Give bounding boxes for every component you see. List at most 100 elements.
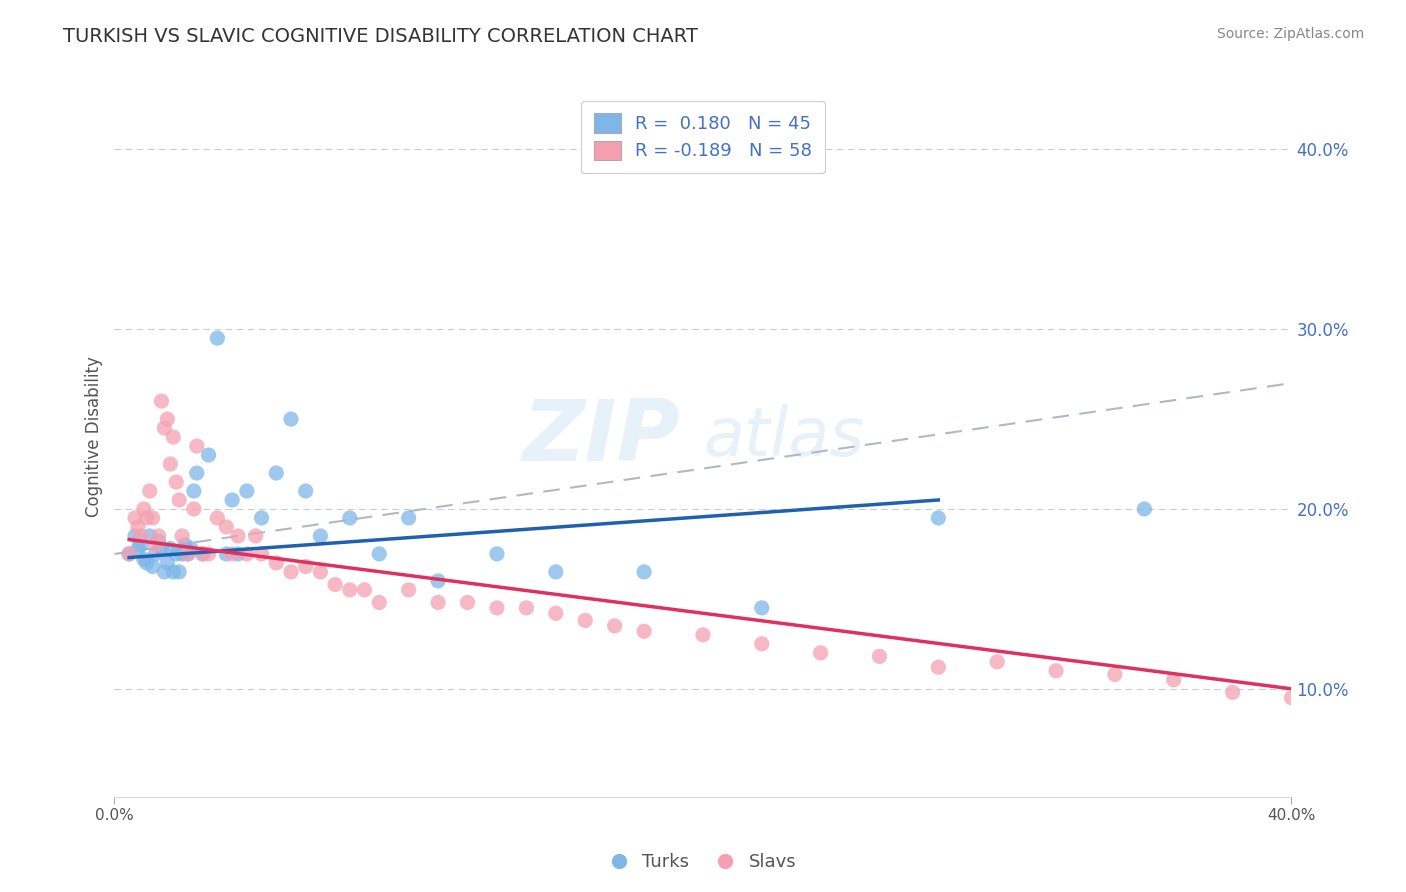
Point: [368, 547, 391, 561]
Point: [427, 595, 450, 609]
Point: [633, 565, 655, 579]
Point: [215, 547, 238, 561]
Point: [142, 511, 165, 525]
Point: [174, 538, 197, 552]
Point: [129, 538, 152, 552]
Point: [183, 483, 205, 498]
Point: [153, 565, 176, 579]
Point: [294, 559, 316, 574]
Point: [159, 457, 181, 471]
Point: [135, 556, 157, 570]
Point: [191, 547, 214, 561]
Point: [323, 577, 346, 591]
Point: [221, 547, 243, 561]
Point: [751, 637, 773, 651]
Point: [280, 565, 302, 579]
Point: [309, 565, 332, 579]
Point: [197, 448, 219, 462]
Point: [138, 529, 160, 543]
Text: ZIP: ZIP: [522, 395, 679, 478]
Point: [368, 595, 391, 609]
Point: [485, 547, 508, 561]
Point: [165, 475, 187, 489]
Point: [294, 483, 316, 498]
Point: [1281, 690, 1303, 705]
Point: [145, 547, 167, 561]
Point: [544, 565, 567, 579]
Point: [127, 541, 149, 556]
Point: [150, 394, 173, 409]
Point: [183, 502, 205, 516]
Point: [226, 529, 249, 543]
Point: [186, 466, 208, 480]
Point: [1133, 502, 1156, 516]
Point: [150, 541, 173, 556]
Point: [427, 574, 450, 588]
Point: [153, 421, 176, 435]
Point: [148, 529, 170, 543]
Point: [280, 412, 302, 426]
Point: [457, 595, 479, 609]
Point: [236, 547, 259, 561]
Point: [264, 466, 287, 480]
Point: [132, 502, 155, 516]
Point: [810, 646, 832, 660]
Point: [603, 619, 626, 633]
Point: [167, 493, 190, 508]
Point: [177, 547, 200, 561]
Text: TURKISH VS SLAVIC COGNITIVE DISABILITY CORRELATION CHART: TURKISH VS SLAVIC COGNITIVE DISABILITY C…: [63, 27, 699, 45]
Point: [180, 541, 202, 556]
Point: [339, 511, 361, 525]
Point: [118, 547, 141, 561]
Point: [145, 538, 167, 552]
Point: [264, 556, 287, 570]
Point: [132, 552, 155, 566]
Point: [927, 511, 949, 525]
Point: [177, 547, 200, 561]
Point: [159, 541, 181, 556]
Point: [869, 649, 891, 664]
Point: [156, 556, 179, 570]
Point: [692, 628, 714, 642]
Point: [148, 534, 170, 549]
Point: [129, 529, 152, 543]
Text: atlas: atlas: [703, 404, 865, 470]
Point: [172, 529, 194, 543]
Point: [172, 547, 194, 561]
Point: [1222, 685, 1244, 699]
Point: [353, 582, 375, 597]
Point: [250, 547, 273, 561]
Point: [751, 600, 773, 615]
Point: [135, 511, 157, 525]
Point: [221, 493, 243, 508]
Point: [485, 600, 508, 615]
Legend: R =  0.180   N = 45, R = -0.189   N = 58: R = 0.180 N = 45, R = -0.189 N = 58: [581, 101, 825, 173]
Point: [191, 547, 214, 561]
Point: [515, 600, 537, 615]
Point: [236, 483, 259, 498]
Point: [574, 614, 596, 628]
Point: [186, 439, 208, 453]
Point: [250, 511, 273, 525]
Point: [162, 430, 184, 444]
Point: [226, 547, 249, 561]
Point: [927, 660, 949, 674]
Point: [127, 520, 149, 534]
Legend: Turks, Slavs: Turks, Slavs: [602, 847, 804, 879]
Point: [1163, 673, 1185, 687]
Point: [398, 582, 420, 597]
Point: [156, 412, 179, 426]
Text: Source: ZipAtlas.com: Source: ZipAtlas.com: [1216, 27, 1364, 41]
Point: [207, 331, 229, 345]
Point: [339, 582, 361, 597]
Point: [398, 511, 420, 525]
Point: [124, 529, 146, 543]
Point: [633, 624, 655, 639]
Point: [1104, 667, 1126, 681]
Point: [142, 559, 165, 574]
Point: [245, 529, 267, 543]
Point: [986, 655, 1008, 669]
Point: [309, 529, 332, 543]
Point: [207, 511, 229, 525]
Point: [544, 607, 567, 621]
